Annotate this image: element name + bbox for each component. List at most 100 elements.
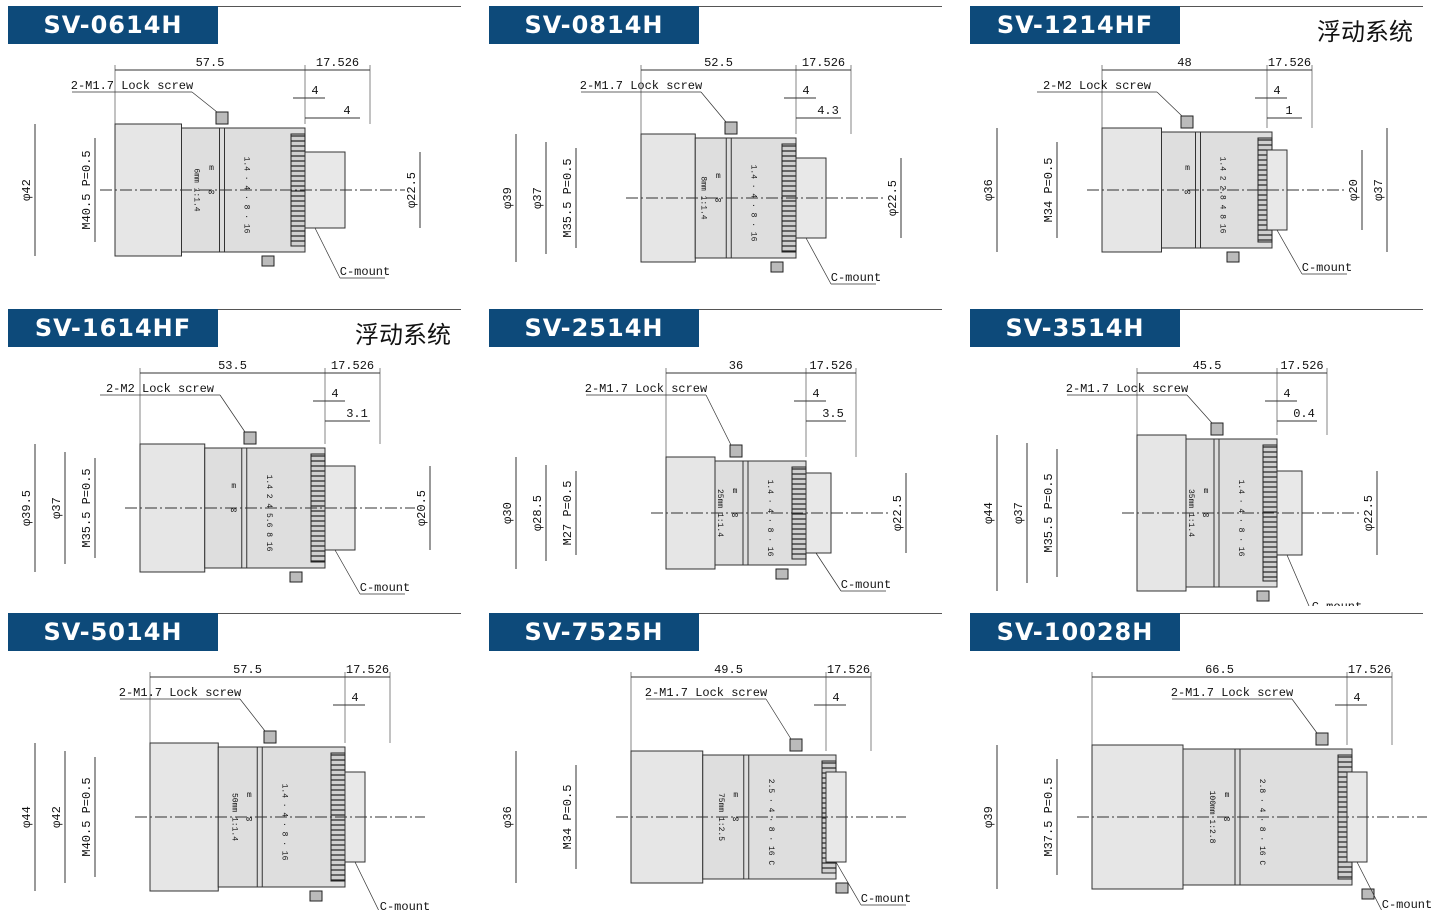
- overall-length-dim: 49.5: [714, 663, 743, 677]
- lens-drawing: 57.5 17.526 4 φ44 φ42 M40.5 P=0.5 2-M1.7 Lock …: [20, 663, 430, 910]
- focus-unit: m: [1225, 791, 1230, 800]
- focus-unit: m: [733, 487, 738, 496]
- iris-scale: 2.8 · 4 · 8 · 16 C: [1257, 779, 1266, 866]
- outer-diameter-dim: φ39: [501, 187, 515, 209]
- model-title: SV-3514H: [970, 309, 1180, 347]
- panel-rule: [489, 309, 942, 310]
- thread-depth-dim: 0.4: [1293, 407, 1315, 421]
- mount-depth-dim: 4: [311, 84, 318, 98]
- panel-rule: [8, 309, 461, 310]
- model-title: SV-1614HF: [8, 309, 218, 347]
- lock-screw: [263, 730, 277, 744]
- lens-drawing: 45.5 17.526 40.4 φ44 φ37 M35.5 P=0.5 φ22.5 2-M1…: [982, 359, 1378, 606]
- inner-diameter-dim: φ37: [531, 187, 545, 209]
- panel-rule: [8, 6, 461, 7]
- filter-thread-dim: M40.5 P=0.5: [80, 777, 94, 856]
- flange-back-dim: 17.526: [827, 663, 870, 677]
- mount-depth-dim: 4: [1273, 84, 1280, 98]
- mount-diameter-dim: φ22.5: [405, 172, 419, 208]
- focus-unit: m: [209, 164, 214, 173]
- panel-rule: [970, 6, 1423, 7]
- model-title: SV-0614H: [8, 6, 218, 44]
- focal-marking: 25mm 1:1.4: [715, 489, 724, 537]
- iris-scale: 1.4 · 4 · 8 · 16: [242, 157, 251, 234]
- focal-marking: 8mm 1:1.4: [698, 176, 707, 219]
- infinity-mark: ∞: [246, 815, 252, 826]
- outer-diameter-dim: φ44: [20, 806, 34, 828]
- inner-diameter-dim: φ28.5: [531, 495, 545, 531]
- lock-screw-label: 2-M1.7 Lock screw: [119, 686, 242, 700]
- lock-screw: [1180, 115, 1194, 129]
- lock-screw-label: 2-M1.7 Lock screw: [1171, 686, 1294, 700]
- outer-diameter-dim: φ36: [982, 179, 996, 201]
- lock-screw: [789, 738, 803, 752]
- inner-diameter-dim: φ37: [50, 497, 64, 519]
- c-mount-label: C-mount: [1382, 898, 1432, 910]
- mount-diameter-dim: φ22.5: [886, 180, 900, 216]
- lock-screw: [1361, 888, 1375, 900]
- mount-depth-dim: 4: [1283, 387, 1290, 401]
- iris-scale: 1.4 · 4 · 8 · 16: [1236, 480, 1245, 557]
- lock-screw-label: 2-M2 Lock screw: [106, 382, 215, 396]
- flange-back-dim: 17.526: [1348, 663, 1391, 677]
- panel-rule: [8, 613, 461, 614]
- focal-marking: 75mm 1:2.5: [716, 793, 725, 841]
- mount-depth-dim: 4: [802, 84, 809, 98]
- lock-screw-label: 2-M1.7 Lock screw: [585, 382, 708, 396]
- panel-rule: [489, 6, 942, 7]
- infinity-mark: ∞: [1224, 815, 1230, 826]
- c-mount-label: C-mount: [841, 578, 891, 592]
- knurled-ring: [290, 133, 306, 247]
- mount-diameter-dim: φ22.5: [1362, 495, 1376, 531]
- c-mount-label: C-mount: [360, 581, 410, 595]
- model-title: SV-5014H: [8, 613, 218, 651]
- flange-back-dim: 17.526: [809, 359, 852, 373]
- infinity-mark: ∞: [1203, 511, 1209, 522]
- iris-scale: 2.5 · 4 · 8 · 16 C: [766, 779, 775, 866]
- model-title: SV-1214HF: [970, 6, 1180, 44]
- overall-length-dim: 36: [729, 359, 743, 373]
- filter-thread-dim: M27 P=0.5: [561, 481, 575, 546]
- lock-screw: [1315, 732, 1329, 746]
- mount-diameter-dim: φ22.5: [891, 495, 905, 531]
- lock-screw-label: 2-M1.7 Lock screw: [645, 686, 768, 700]
- lens-panel-sv-7525h: SV-7525H 49.5 17.526 4 φ36 M34 P=0.5 2-M1.7 Lo…: [481, 607, 962, 910]
- thread-depth-dim: 4.3: [817, 104, 839, 118]
- mount-depth-dim: 4: [331, 387, 338, 401]
- lock-screw: [215, 111, 229, 125]
- panel-rule: [970, 309, 1423, 310]
- lens-drawing: 53.5 17.526 4 3.1 φ39.5 φ37 M35.5 P=0.5 φ20.5 2-…: [20, 359, 431, 595]
- lock-screw: [309, 890, 323, 902]
- overall-length-dim: 66.5: [1205, 663, 1234, 677]
- overall-length-dim: 57.5: [233, 663, 262, 677]
- infinity-mark: ∞: [231, 506, 237, 517]
- model-title: SV-0814H: [489, 6, 699, 44]
- lock-screw: [1256, 590, 1270, 602]
- outer-diameter-dim: φ39.5: [20, 490, 34, 526]
- panel-rule: [489, 613, 942, 614]
- iris-scale: 1.4 · 4 · 8 · 16: [748, 165, 757, 242]
- focal-marking: 6mm 1:1.4: [192, 168, 201, 211]
- lens-panel-sv-0614h: SV-0614H 57.5 17.526 4 4 φ42 M40.5 P=0.5 φ22.5 2…: [0, 0, 481, 303]
- lens-panel-sv-5014h: SV-5014H 57.5 17.526 4 φ44 φ42 M40.5 P=0.5 2-M1…: [0, 607, 481, 910]
- lens-drawing: 36 17.526 43.5 φ30 φ28.5 M27 P=0.5 φ22.5 2-M1.7…: [501, 359, 907, 592]
- lens-panel-sv-10028h: SV-10028H 66.5 17.526 4 φ39 M37.5 P=0.5 2-M1.7…: [962, 607, 1443, 910]
- lens-panel-sv-1614hf: SV-1614HF 浮动系统 53.5 17.526 4 3.1 φ39.5 φ37 M35.5…: [0, 303, 481, 606]
- filter-thread-dim: M35.5 P=0.5: [1042, 473, 1056, 552]
- lock-screw: [289, 571, 303, 583]
- lens-panel-sv-0814h: SV-0814H 52.5 17.526 4 4.3 φ39 φ37 M35.5 P=0.5 φ…: [481, 0, 962, 303]
- lens-drawing: 57.5 17.526 4 4 φ42 M40.5 P=0.5 φ22.5 2-M1.7 Lo…: [20, 56, 421, 279]
- lock-screw: [729, 444, 743, 458]
- panel-rule: [970, 613, 1423, 614]
- outer-diameter-dim: φ30: [501, 502, 515, 524]
- focus-unit: m: [231, 482, 236, 491]
- model-title: SV-10028H: [970, 613, 1180, 651]
- flange-back-dim: 17.526: [1280, 359, 1323, 373]
- thread-depth-dim: 3.1: [346, 407, 368, 421]
- flange-back-dim: 17.526: [331, 359, 374, 373]
- lens-drawing: 66.5 17.526 4 φ39 M37.5 P=0.5 2-M1.7 Lock scr…: [982, 663, 1432, 910]
- lock-screw: [1226, 251, 1240, 263]
- lens-panel-sv-1214hf: SV-1214HF 浮动系统 48 17.526 4 1 φ36 M34 P=0.5 φ20 φ3…: [962, 0, 1443, 303]
- overall-length-dim: 57.5: [196, 56, 225, 70]
- filter-thread-dim: M35.5 P=0.5: [561, 158, 575, 237]
